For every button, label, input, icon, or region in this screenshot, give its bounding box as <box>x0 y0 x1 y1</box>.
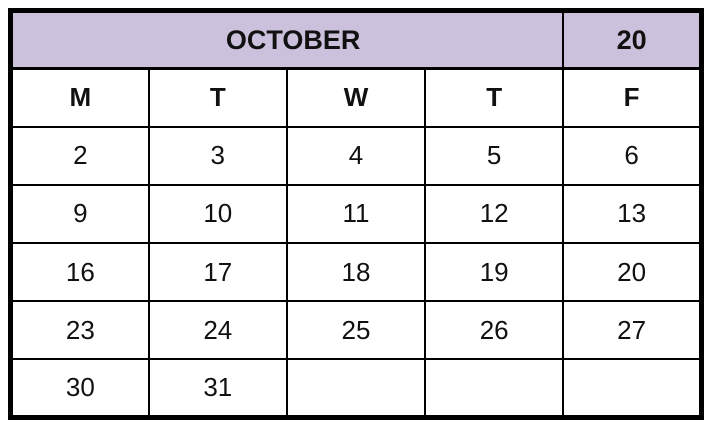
calendar-header-row: OCTOBER 20 <box>9 9 703 71</box>
date-cell: 24 <box>147 300 288 361</box>
weekday-header-tuesday: T <box>147 67 288 128</box>
month-title: OCTOBER <box>9 9 565 71</box>
weekday-header-row: M T W T F <box>9 67 703 128</box>
date-cell-empty <box>562 358 703 419</box>
date-cell: 25 <box>285 300 427 361</box>
date-cell-empty <box>424 358 565 419</box>
date-cell: 31 <box>147 358 288 419</box>
date-cell: 17 <box>147 242 288 303</box>
weekday-header-friday: F <box>562 67 703 128</box>
date-cell-empty <box>285 358 427 419</box>
date-cell: 9 <box>9 183 150 245</box>
date-cell-highlighted: 20 <box>562 242 703 303</box>
week-row: 9 10 11 12 13 <box>9 183 703 245</box>
date-cell: 13 <box>562 183 703 245</box>
date-cell: 30 <box>9 358 150 419</box>
date-cell-highlighted: 19 <box>424 242 565 303</box>
week-row: 23 24 25 26 27 <box>9 300 703 361</box>
calendar-table: OCTOBER 20 M T W T F 2 3 4 5 6 9 10 11 <box>8 8 704 420</box>
date-cell: 5 <box>424 125 565 186</box>
date-cell: 16 <box>9 242 150 303</box>
date-cell: 2 <box>9 125 150 186</box>
weekday-header-thursday: T <box>424 67 565 128</box>
date-cell: 4 <box>285 125 427 186</box>
date-cell: 6 <box>562 125 703 186</box>
week-row: 30 31 <box>9 358 703 419</box>
date-cell: 18 <box>285 242 427 303</box>
week-row: 16 17 18 19 20 <box>9 242 703 303</box>
date-cell: 3 <box>147 125 288 186</box>
header-date-cell: 20 <box>562 9 703 71</box>
date-cell: 26 <box>424 300 565 361</box>
weekday-header-monday: M <box>9 67 150 128</box>
date-cell: 23 <box>9 300 150 361</box>
date-cell: 12 <box>424 183 565 245</box>
weekday-header-wednesday: W <box>285 67 427 128</box>
week-row: 2 3 4 5 6 <box>9 125 703 186</box>
date-cell: 10 <box>147 183 288 245</box>
date-cell: 27 <box>562 300 703 361</box>
date-cell: 11 <box>285 183 427 245</box>
